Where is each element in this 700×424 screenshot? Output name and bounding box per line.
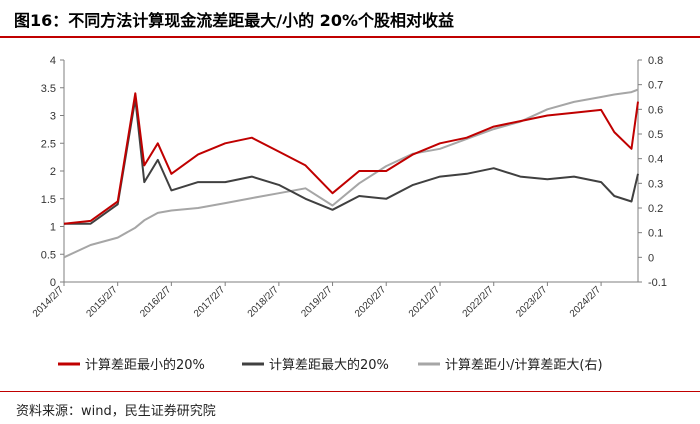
- footer-rule: [0, 391, 700, 392]
- y-tick-right-label: 0.4: [648, 154, 663, 166]
- series-line-2: [63, 88, 639, 259]
- y-tick-left-label: 4: [50, 55, 56, 67]
- x-tick-label: 2024/2/7: [568, 284, 604, 320]
- y-tick-left-label: 2.5: [41, 138, 56, 150]
- series-line-0: [63, 92, 639, 225]
- series-layer: [63, 88, 639, 259]
- y-tick-left-label: 1: [50, 222, 56, 234]
- y-tick-right-label: 0.2: [648, 203, 663, 215]
- y-tick-right-label: -0.1: [648, 277, 667, 289]
- x-tick-label: 2014/2/7: [31, 284, 67, 320]
- chart-title: 图16：不同方法计算现金流差距最大/小的 20%个股相对收益: [14, 11, 454, 30]
- y-tick-right-label: 0.3: [648, 178, 663, 190]
- x-tick-label: 2017/2/7: [192, 284, 228, 320]
- x-tick-label: 2015/2/7: [84, 284, 120, 320]
- legend: 计算差距最小的20% 计算差距最大的20% 计算差距小/计算差距大(右): [58, 357, 603, 373]
- chart: 0 0.5 1 1.5 2 2.5 3 3.5 4 -0.1 0 0.1 0.2 0.3 0.4 0.5 0.6…: [31, 55, 667, 373]
- legend-label-1: 计算差距最大的20%: [269, 357, 389, 373]
- y-tick-right-label: 0.6: [648, 104, 663, 116]
- y-tick-left-label: 0: [50, 277, 56, 289]
- x-tick-label: 2022/2/7: [461, 284, 497, 320]
- y-tick-left-label: 3: [50, 111, 56, 123]
- y-tick-right-label: 0.1: [648, 228, 663, 240]
- y-tick-right-label: 0: [648, 252, 654, 264]
- y-tick-right-label: 0.5: [648, 129, 663, 141]
- y-tick-right-label: 0.7: [648, 80, 663, 92]
- y-tick-left-label: 0.5: [41, 249, 56, 261]
- x-tick-label: 2018/2/7: [246, 284, 282, 320]
- legend-label-0: 计算差距最小的20%: [85, 357, 205, 373]
- source-note: 资料来源：wind，民生证券研究院: [16, 404, 216, 419]
- y-tick-left-label: 2: [50, 166, 56, 178]
- y-tick-left-label: 1.5: [41, 194, 56, 206]
- y-tick-right-label: 0.8: [648, 55, 663, 67]
- x-tick-label: 2023/2/7: [514, 284, 550, 320]
- legend-label-2: 计算差距小/计算差距大(右): [445, 358, 603, 373]
- x-tick-label: 2020/2/7: [353, 284, 389, 320]
- y-tick-left-label: 3.5: [41, 83, 56, 95]
- x-tick-label: 2016/2/7: [138, 284, 174, 320]
- x-tick-label: 2021/2/7: [407, 284, 443, 320]
- title-bar: 图16：不同方法计算现金流差距最大/小的 20%个股相对收益: [0, 0, 700, 38]
- axes: 0 0.5 1 1.5 2 2.5 3 3.5 4 -0.1 0 0.1 0.2 0.3 0.4 0.5 0.6…: [31, 55, 667, 320]
- series-line-1: [64, 97, 639, 225]
- x-tick-label: 2019/2/7: [299, 284, 335, 320]
